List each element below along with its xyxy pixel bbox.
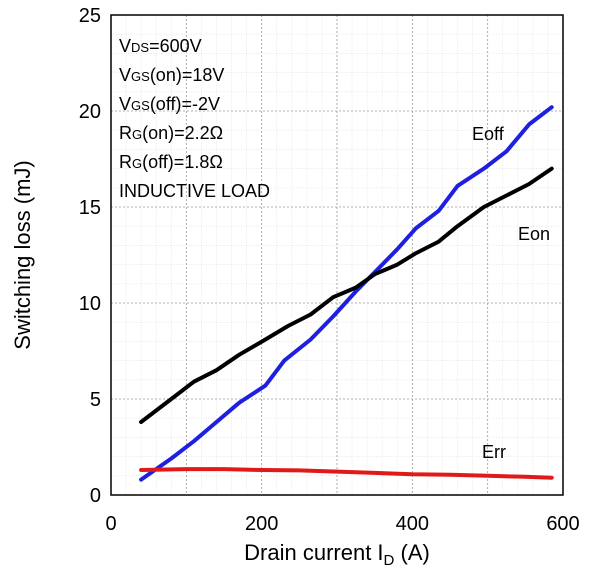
condition-line: VGS(on)=18V	[119, 65, 224, 85]
x-tick-label: 0	[105, 513, 116, 535]
x-axis-label-main: Drain current I	[244, 540, 383, 565]
series-line-eoff	[139, 105, 554, 482]
series-label-err: Err	[482, 442, 506, 462]
x-tick-label: 400	[396, 513, 429, 535]
condition-line: RG(off)=1.8Ω	[119, 152, 223, 172]
condition-line: INDUCTIVE LOAD	[119, 181, 270, 201]
condition-line: RG(on)=2.2Ω	[119, 123, 223, 143]
series-line-err	[139, 467, 554, 480]
y-tick-label: 10	[79, 293, 101, 315]
x-axis-label-subscript: D	[384, 552, 395, 569]
x-axis-label-unit: (A)	[394, 540, 429, 565]
y-tick-label: 25	[79, 5, 101, 27]
series-lines	[139, 105, 554, 482]
y-axis-ticks: 0 5 10 15 20 25	[79, 5, 101, 507]
y-tick-label: 5	[90, 389, 101, 411]
condition-line: VGS(off)=-2V	[119, 94, 220, 114]
y-tick-label: 15	[79, 197, 101, 219]
y-tick-label: 0	[90, 485, 101, 507]
series-line-eon	[139, 166, 554, 424]
series-label-eoff: Eoff	[472, 124, 505, 144]
plot-frame	[110, 14, 564, 496]
y-axis-label: Switching loss (mJ)	[10, 160, 35, 349]
major-grid	[111, 15, 563, 495]
condition-line: VDS=600V	[119, 36, 202, 56]
series-labels: Eoff Eon Err	[472, 124, 550, 462]
series-label-eon: Eon	[518, 224, 550, 244]
test-conditions: VDS=600V VGS(on)=18V VGS(off)=-2V RG(on)=2.…	[119, 36, 270, 201]
x-tick-label: 200	[245, 513, 278, 535]
y-tick-label: 20	[79, 101, 101, 123]
x-axis-label: Drain current ID (A)	[244, 540, 430, 569]
x-tick-label: 600	[546, 513, 579, 535]
x-axis-ticks: 0 200 400 600	[105, 513, 579, 535]
